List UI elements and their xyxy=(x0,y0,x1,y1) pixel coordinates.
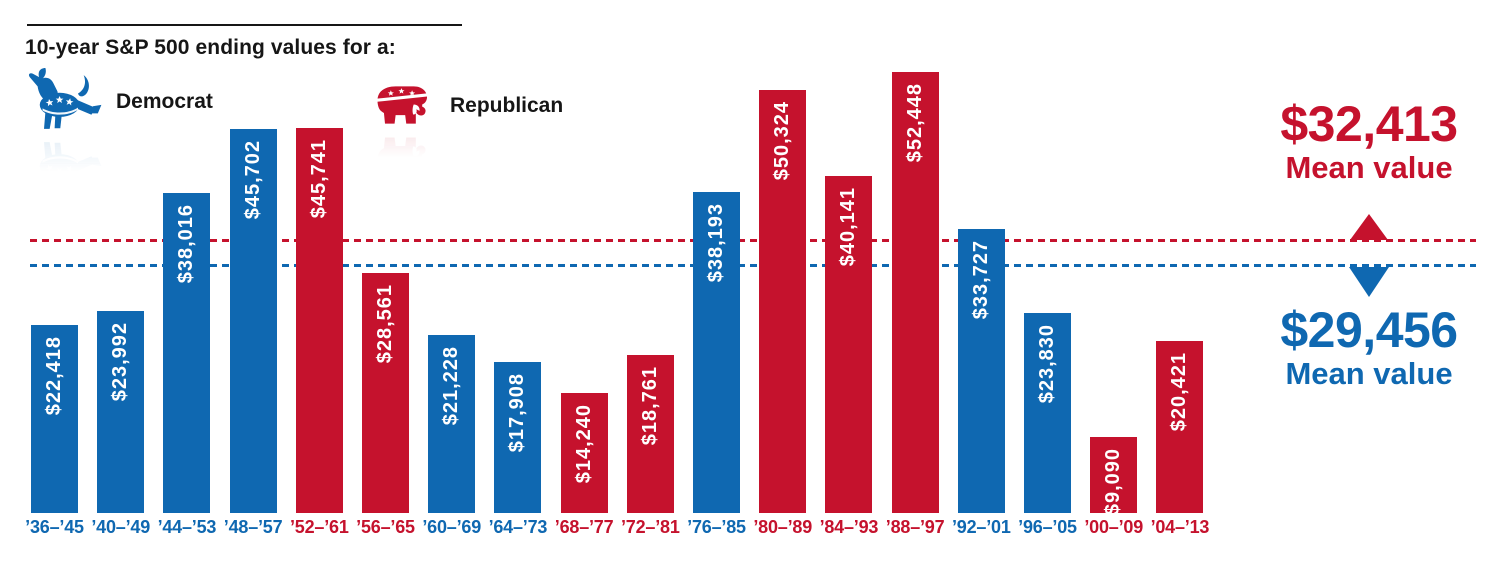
bar-5: $45,741 xyxy=(295,128,343,513)
x-axis-label: ’56–’65 xyxy=(356,517,415,537)
republican-mean-caption: Mean value xyxy=(1285,150,1453,185)
x-axis-label: ’52–’61 xyxy=(289,517,349,537)
bar-value-label: $17,908 xyxy=(506,373,529,453)
bar-11: $38,193 xyxy=(693,191,740,513)
x-axis-label: ’96–’05 xyxy=(1018,517,1077,537)
democrat-mean-marker-icon xyxy=(1349,266,1389,297)
bar-value-label: $9,090 xyxy=(1102,447,1125,515)
bar-value-label: $18,761 xyxy=(638,366,661,446)
bar-value-label: $22,418 xyxy=(43,335,65,415)
x-axis-label: ’68–’77 xyxy=(554,517,614,537)
bar-value-label: $38,016 xyxy=(175,204,198,284)
x-axis-label: ’64–’73 xyxy=(488,517,548,537)
bar-18: $20,421 xyxy=(1156,341,1204,513)
legend-item-republican: Republican xyxy=(370,80,563,131)
republican-mean-line xyxy=(30,239,1476,242)
bar-16: $23,830 xyxy=(1024,312,1071,513)
bar-value-label: $28,561 xyxy=(374,283,396,364)
x-axis-label: ’88–’97 xyxy=(885,517,945,537)
bar-8: $17,908 xyxy=(494,362,542,513)
x-axis-label: ’48–’57 xyxy=(223,517,283,537)
democrat-mean-caption: Mean value xyxy=(1285,356,1453,391)
x-axis-label: ’44–’53 xyxy=(157,517,217,537)
bar-7: $21,228 xyxy=(428,334,476,513)
x-axis-label: ’92–’01 xyxy=(951,517,1011,537)
republican-mean-marker-icon xyxy=(1350,214,1388,240)
bar-17: $9,090 xyxy=(1090,436,1138,515)
bar-9: $14,240 xyxy=(560,393,608,513)
bar-6: $28,561 xyxy=(362,272,409,513)
bar-13: $40,141 xyxy=(825,175,873,513)
bar-1: $22,418 xyxy=(31,324,78,513)
bar-12: $50,324 xyxy=(759,89,807,513)
x-axis-label: ’84–’93 xyxy=(819,517,879,537)
bar-15: $33,727 xyxy=(957,229,1005,513)
democrat-mean-amount: $29,456 xyxy=(1280,302,1458,358)
bar-value-label: $33,727 xyxy=(969,240,992,320)
bar-value-label: $40,141 xyxy=(837,186,860,266)
bar-3: $38,016 xyxy=(163,193,211,513)
x-axis-label: ’72–’81 xyxy=(620,517,680,537)
democrat-mean-line xyxy=(30,263,1476,267)
bar-value-label: $38,193 xyxy=(705,202,727,283)
x-axis-label: ’00–’09 xyxy=(1084,517,1144,537)
republican-mean-annotation: $32,413 Mean value xyxy=(1256,98,1482,186)
legend-item-democrat: Democrat xyxy=(18,68,213,136)
bar-10: $18,761 xyxy=(626,355,674,513)
x-axis-label: ’76–’85 xyxy=(687,517,746,537)
bar-2: $23,992 xyxy=(97,311,145,513)
bar-value-label: $45,702 xyxy=(241,139,264,219)
bar-value-label: $23,830 xyxy=(1036,323,1058,403)
bar-value-label: $52,448 xyxy=(903,83,926,163)
bar-value-label: $14,240 xyxy=(572,404,595,484)
bar-value-label: $45,741 xyxy=(307,139,330,219)
bar-value-label: $50,324 xyxy=(771,100,794,181)
chart-title: 10-year S&P 500 ending values for a: xyxy=(25,36,396,59)
bar-value-label: $23,992 xyxy=(109,322,132,402)
x-axis-label: ’40–’49 xyxy=(91,517,151,537)
x-axis-label: ’80–’89 xyxy=(753,517,813,537)
header-rule xyxy=(27,24,462,26)
x-axis-label: ’36–’45 xyxy=(25,517,84,537)
x-axis-label: ’04–’13 xyxy=(1150,517,1210,537)
bar-value-label: $21,228 xyxy=(440,345,463,425)
democrat-mean-annotation: $29,456 Mean value xyxy=(1256,304,1482,392)
republican-mean-amount: $32,413 xyxy=(1280,96,1458,152)
bar-4: $45,702 xyxy=(229,128,277,513)
x-axis-label: ’60–’69 xyxy=(422,517,482,537)
legend-label-republican: Republican xyxy=(450,93,564,117)
legend-label-democrat: Democrat xyxy=(116,90,213,113)
bar-14: $52,448 xyxy=(891,72,939,513)
bar-value-label: $20,421 xyxy=(1168,352,1191,432)
